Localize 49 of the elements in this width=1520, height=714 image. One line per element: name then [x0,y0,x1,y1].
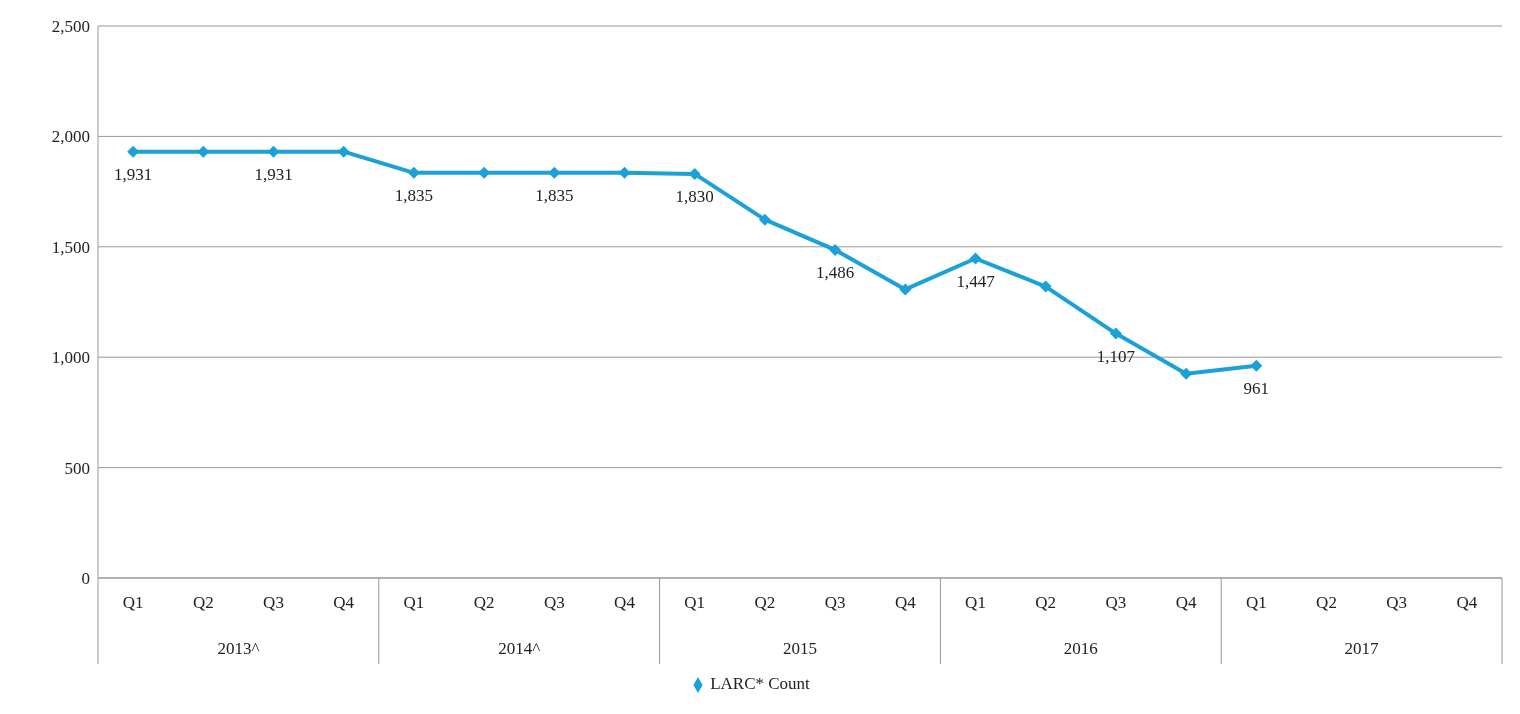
text: 2016 [1063,639,1098,658]
x-tick-label: Q1 [1245,593,1267,612]
point [899,283,912,296]
point [829,243,842,256]
data-label: 1,931 [254,164,293,184]
x-tick-label: Q4 [614,593,636,612]
x-tick-label: Q2 [1035,593,1057,612]
x-tick-label: Q1 [122,593,144,612]
x-tick-label: Q2 [473,593,495,612]
x-tick-label: Q3 [1105,593,1127,612]
data-label: 1,830 [675,187,714,207]
x-tick-label: Q3 [1386,593,1408,612]
y-tick-label: 1,500 [51,237,90,257]
x-tick-label: Q4 [1456,593,1478,612]
legend-label: LARC* Count [710,674,810,693]
data-label: 1,835 [394,185,434,205]
y-tick-label: 2,000 [51,127,90,147]
x-tick-label: Q1 [403,593,425,612]
x-tick-label: Q3 [543,593,565,612]
point [1039,280,1052,293]
x-tick-label: Q4 [1175,593,1197,612]
data-label: 1,447 [956,271,996,291]
data-label: 961 [1243,378,1270,398]
data-label: 1,107 [1096,346,1136,366]
y-tick-label: 2,500 [51,17,90,37]
x-tick-label: Q4 [333,593,355,612]
x-tick-label: Q1 [965,593,986,612]
text: 2014^ [498,639,541,658]
text: 2015 [783,639,817,658]
x-tick-label: Q3 [263,593,284,612]
y-tick-label: 1,000 [51,348,90,368]
x-tick-label: Q3 [824,593,846,612]
x-tick-label: Q2 [192,593,214,612]
point [1250,359,1263,372]
x-tick-label: Q2 [1316,593,1337,612]
data-label: 1,835 [535,185,574,205]
y-tick-label: 500 [64,458,90,478]
point [1109,327,1122,340]
point [407,166,420,179]
data-label: 1,931 [113,164,153,184]
y-tick-label: 0 [81,569,90,589]
text: 2017 [1344,639,1380,658]
x-tick-label: Q1 [684,593,706,612]
data-label: 1,486 [815,262,855,282]
point [758,213,771,226]
x-tick-label: Q2 [754,593,776,612]
x-tick-label: Q4 [894,593,917,612]
point [969,252,982,265]
text: 2013^ [217,639,260,658]
